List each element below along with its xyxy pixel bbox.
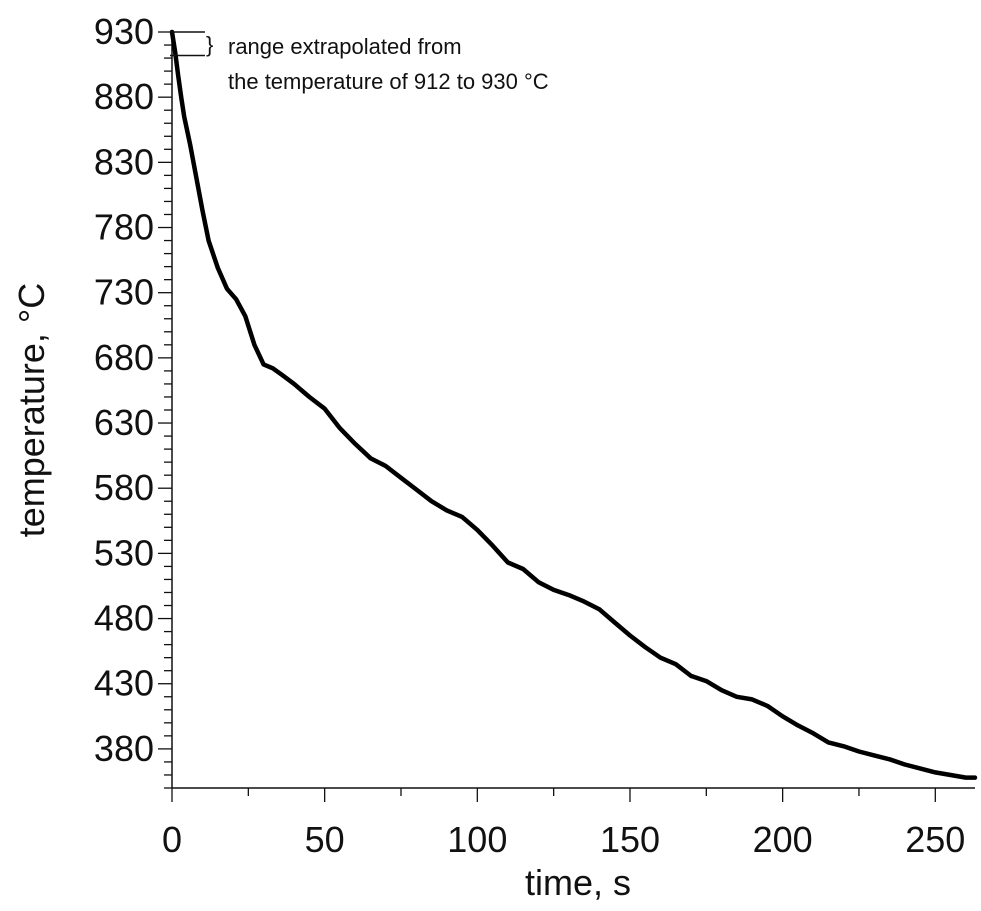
y-tick-label: 580 — [94, 467, 154, 508]
y-axis-title: temperature, °C — [11, 283, 52, 538]
x-tick-label: 150 — [600, 819, 660, 860]
y-tick-label: 680 — [94, 337, 154, 378]
y-tick-label: 630 — [94, 402, 154, 443]
x-tick-label: 200 — [753, 819, 813, 860]
y-tick-label: 830 — [94, 141, 154, 182]
annotation: } range extrapolated from the temperatur… — [170, 31, 549, 94]
series-line — [169, 29, 978, 780]
y-tick-label: 430 — [94, 663, 154, 704]
y-tick-label: 480 — [94, 598, 154, 639]
y-tick-label: 530 — [94, 532, 154, 573]
annotation-line-1: range extrapolated from — [228, 34, 462, 59]
y-tick-label: 880 — [94, 76, 154, 117]
annotation-brace: } — [206, 32, 213, 57]
y-tick-label: 930 — [94, 11, 154, 52]
x-tick-label: 50 — [305, 819, 345, 860]
x-axis-title: time, s — [525, 862, 631, 903]
annotation-bracket — [170, 31, 205, 57]
y-tick-label: 730 — [94, 272, 154, 313]
series-layer — [169, 29, 978, 780]
x-tick-label: 0 — [162, 819, 182, 860]
x-tick-label: 100 — [447, 819, 507, 860]
y-axis: 380 430 480 530 580 630 680 730 780 830 880 930 — [94, 11, 173, 789]
annotation-line-2: the temperature of 912 to 930 °C — [228, 69, 549, 94]
y-tick-label: 380 — [94, 728, 154, 769]
x-axis: 0 50 100 150 200 250 — [162, 787, 975, 860]
x-tick-label: 250 — [905, 819, 965, 860]
y-tick-label: 780 — [94, 207, 154, 248]
